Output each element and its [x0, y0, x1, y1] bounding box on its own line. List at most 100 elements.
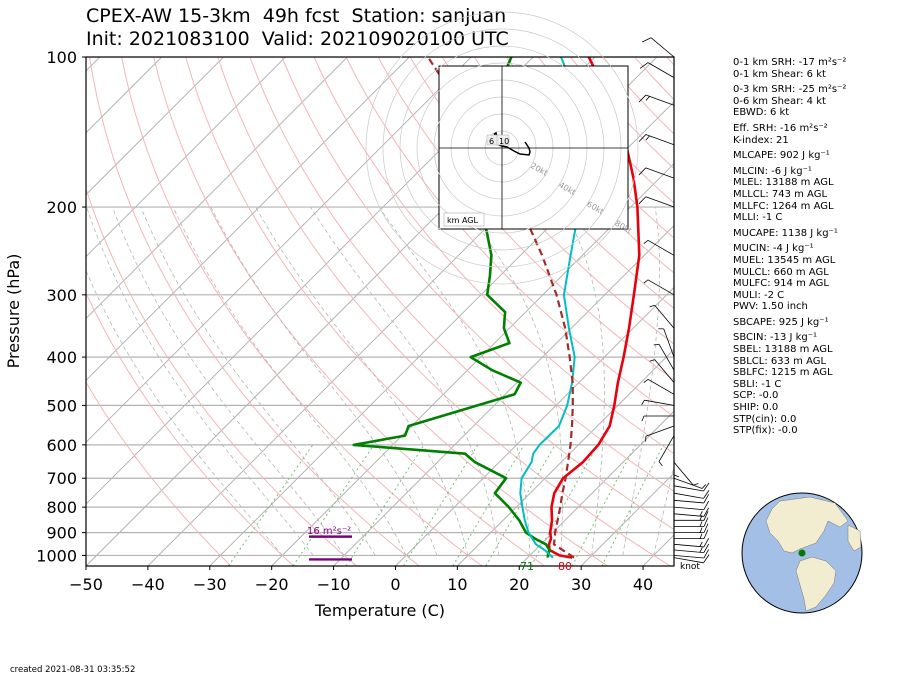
isotherm-line — [86, 57, 348, 320]
wind-barb-flag — [703, 500, 710, 510]
sounding-parameter-row: MULI: -2 C — [733, 289, 785, 301]
wind-barb-flag — [641, 399, 645, 405]
wind-barb — [658, 328, 675, 358]
wind-barb-flag — [649, 304, 655, 308]
wind-barb — [674, 511, 709, 521]
dry-adiabat — [217, 57, 671, 566]
wind-barb-flag — [649, 359, 655, 362]
sounding-parameter-row: Eff. SRH: -16 m²s⁻² — [733, 122, 828, 134]
wind-barb-staff — [658, 435, 675, 462]
wind-barb-staff — [645, 167, 675, 179]
isotherm-line — [457, 348, 674, 566]
dry-adiabat — [281, 57, 674, 492]
wind-barb — [643, 239, 675, 256]
wind-barb-flag — [658, 461, 663, 467]
wind-units-label: knot — [680, 562, 700, 572]
wind-barb-flag — [703, 490, 710, 499]
wind-barb-flag — [703, 554, 710, 564]
y-tick-label: 300 — [46, 286, 77, 305]
series-wetbulb-line — [519, 57, 588, 559]
created-timestamp: created 2021-08-31 03:35:52 — [10, 665, 136, 675]
sounding-parameter-row: MLEL: 13188 m AGL — [733, 177, 834, 189]
x-tick-label: −40 — [131, 575, 165, 594]
hodograph-height-box — [496, 134, 510, 146]
wind-barb — [673, 543, 710, 554]
wind-barb-flag — [701, 484, 707, 489]
hodograph-label: km AGL — [447, 216, 479, 225]
sounding-parameter-row: SBLFC: 1215 m AGL — [733, 367, 833, 379]
isotherm-line — [86, 57, 286, 258]
wind-barb-staff — [673, 555, 704, 559]
sounding-parameter-row: SBCIN: -13 J kg⁻¹ — [733, 332, 818, 344]
wind-barb-staff — [663, 328, 675, 358]
hodograph-trace — [493, 131, 531, 156]
pressure-axis: 100 200 300 400 500 600 700 800 900 1000 — [36, 48, 86, 565]
x-tick-label: 40 — [633, 575, 653, 594]
sounding-parameter-row: SCP: -0.0 — [733, 390, 779, 402]
wind-barb — [674, 529, 709, 539]
wind-barb — [649, 359, 675, 383]
y-tick-label: 900 — [46, 524, 77, 543]
x-tick-label: −10 — [317, 575, 351, 594]
chart-title-line-2: Init: 2021083100 Valid: 2021090201​00 UT… — [86, 28, 509, 50]
wind-barb-staff — [647, 279, 675, 296]
sounding-parameter-row: MLCAPE: 902 J kg⁻¹ — [733, 150, 830, 162]
sounding-parameter-row: MUCAPE: 1138 J kg⁻¹ — [733, 227, 838, 239]
wind-barb-flag — [699, 511, 703, 517]
moist-adiabat — [622, 206, 660, 556]
wind-barb-staff — [673, 543, 704, 548]
globe-africa-edge — [847, 524, 862, 552]
wind-barb-flag — [703, 529, 709, 539]
sounding-parameter-row: SBCAPE: 925 J kg⁻¹ — [733, 316, 829, 328]
x-tick-label: −50 — [69, 575, 103, 594]
globe-locator-map — [741, 492, 863, 614]
sounding-parameter-row: MLLI: -1 C — [733, 212, 783, 224]
plot-frame — [85, 56, 675, 567]
wind-barb — [653, 343, 675, 371]
isotherm-line — [395, 286, 674, 566]
srh-annotation-group: 16 m²s⁻² — [307, 526, 352, 561]
wind-barb-flag — [643, 378, 649, 383]
wind-barb-staff — [644, 399, 675, 406]
globe-south-america — [795, 556, 837, 612]
wind-barb-flag — [703, 482, 710, 492]
wind-barb-flag — [638, 94, 647, 103]
dry-adiabat — [249, 57, 674, 531]
wind-barb — [641, 37, 675, 58]
series-temperature-line — [547, 57, 641, 559]
isotherm-line — [86, 57, 224, 196]
wind-barb-flag — [703, 538, 710, 548]
srh-annotation: 16 m²s⁻² — [307, 526, 351, 537]
wind-barb-flag — [703, 511, 709, 521]
sounding-parameter-row: PWV: 1.50 inch — [733, 301, 808, 313]
wind-barb-flag — [703, 517, 709, 527]
wind-barb-flag — [673, 474, 680, 478]
moist-adiabat — [653, 464, 674, 556]
wind-barb — [645, 425, 675, 442]
moist-adiabat — [86, 206, 314, 556]
wind-barb-staff — [673, 485, 704, 492]
wind-barb-flag — [641, 37, 652, 43]
hodograph-ring-label: 80kt — [613, 219, 633, 236]
wind-barb-flag — [699, 521, 703, 527]
wind-barb — [638, 134, 675, 146]
wind-barb-staff — [645, 94, 675, 106]
x-tick-label: −30 — [193, 575, 227, 594]
series-parcel-line — [426, 57, 575, 559]
mixing-ratio-line — [227, 444, 314, 566]
wind-barb-flag — [703, 523, 709, 533]
wind-barb-flag — [638, 134, 647, 142]
dry-adiabat — [409, 57, 674, 345]
y-tick-label: 400 — [46, 348, 77, 367]
y-tick-label: 100 — [46, 48, 77, 67]
wind-barb-flag — [703, 549, 710, 559]
wind-barb-flag — [638, 196, 647, 205]
dry-adiabat — [89, 57, 420, 566]
moist-adiabat — [378, 206, 531, 556]
wind-barb-flag — [645, 436, 647, 442]
sounding-parameter-row: MULCL: 660 m AGL — [733, 266, 829, 278]
wind-barb-staff — [673, 506, 704, 511]
sounding-parameter-row: K-index: 21 — [733, 134, 789, 146]
